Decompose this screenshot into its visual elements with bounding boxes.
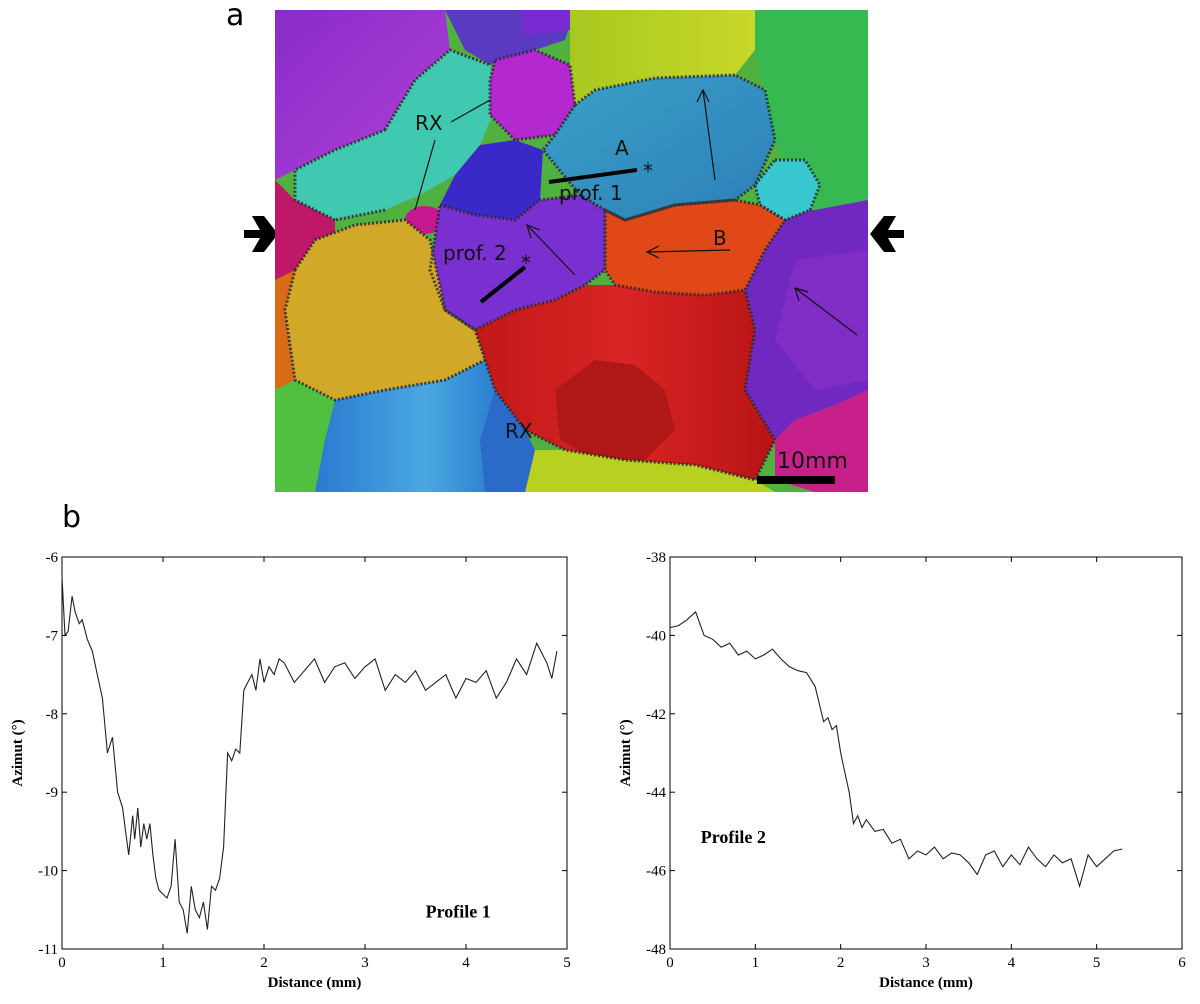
x-tick-label: 5 [563, 955, 571, 971]
x-tick-label: 5 [1093, 955, 1101, 971]
x-tick-label: 3 [361, 955, 369, 971]
y-tick-label: -38 [646, 550, 666, 566]
plot-frame [669, 556, 1183, 950]
scale-bar-label: 10mm [777, 449, 848, 474]
x-tick-label: 2 [260, 955, 268, 971]
profile-1-svg: 0 1 2 3 4 5 -11 -10 -9 -8 -7 -6 Distance (mm) Azimut … [10, 550, 571, 991]
panel-a-letter: a [226, 0, 245, 33]
grain-top-left [275, 10, 450, 180]
profile-2-svg: 0 1 2 3 4 5 6 -48 -46 -44 -42 -40 -38 Distance (mm) Az… [618, 550, 1186, 991]
x-tick-label: 1 [159, 955, 167, 971]
label-rx-top: RX [415, 111, 443, 135]
y-tick-label: -8 [46, 707, 59, 723]
scale-bar [757, 476, 835, 484]
y-tick-label: -9 [46, 785, 59, 801]
y-tick-label: -7 [46, 628, 59, 644]
y-axis-label: Azimut (°) [618, 719, 634, 786]
label-rx-bottom: RX [505, 419, 533, 443]
y-tick-label: -10 [38, 864, 58, 880]
series-line [669, 610, 1123, 889]
x-tick-label: 4 [1008, 955, 1016, 971]
profile-annotation: Profile 2 [701, 827, 766, 847]
grain-yellow [285, 220, 485, 400]
profile-annotation: Profile 1 [426, 902, 491, 922]
panel-b-letter: b [62, 500, 82, 535]
y-tick-label: -46 [646, 864, 666, 880]
x-tick-label: 6 [1178, 955, 1186, 971]
right-arrow-icon [244, 216, 278, 252]
grain-a [543, 75, 775, 220]
x-axis-label: Distance (mm) [879, 975, 973, 991]
grain-rx-top [295, 50, 495, 220]
y-tick-label: -40 [646, 628, 666, 644]
x-tick-label: 0 [58, 955, 66, 971]
x-tick-label: 2 [837, 955, 845, 971]
star-profile-1: * [643, 159, 653, 183]
series-line [61, 576, 558, 934]
profile-1-line [548, 168, 638, 184]
left-arrow-icon [870, 216, 904, 252]
grain-b [605, 200, 785, 295]
y-tick-label: -11 [39, 942, 58, 958]
x-tick-label: 1 [752, 955, 760, 971]
y-axis-label: Azimut (°) [10, 719, 26, 786]
y-tick-label: -6 [46, 550, 59, 566]
y-tick-label: -48 [646, 942, 666, 958]
x-tick-label: 4 [462, 955, 470, 971]
profile-2-line [479, 265, 527, 304]
label-profile-1: prof. 1 [559, 181, 623, 205]
profile-2-chart: 0 1 2 3 4 5 6 -48 -46 -44 -42 -40 -38 Distance (mm) Az… [606, 520, 1200, 1004]
profile-1-chart: 0 1 2 3 4 5 -11 -10 -9 -8 -7 -6 Distance (mm) Azimut … [0, 520, 600, 1004]
grain-map-image: RX RX A B prof. 1 prof. 2 * * 10mm [275, 10, 868, 492]
label-grain-b: B [713, 226, 727, 250]
label-grain-a: A [615, 136, 629, 160]
x-axis-label: Distance (mm) [268, 975, 362, 991]
orientation-map: RX RX A B prof. 1 prof. 2 * * 10mm [275, 10, 868, 492]
y-tick-label: -42 [646, 707, 666, 723]
star-profile-2: * [521, 251, 531, 275]
y-tick-label: -44 [646, 785, 666, 801]
x-tick-label: 0 [666, 955, 674, 971]
label-profile-2: prof. 2 [443, 241, 507, 265]
plot-frame [61, 556, 568, 950]
x-tick-label: 3 [922, 955, 930, 971]
